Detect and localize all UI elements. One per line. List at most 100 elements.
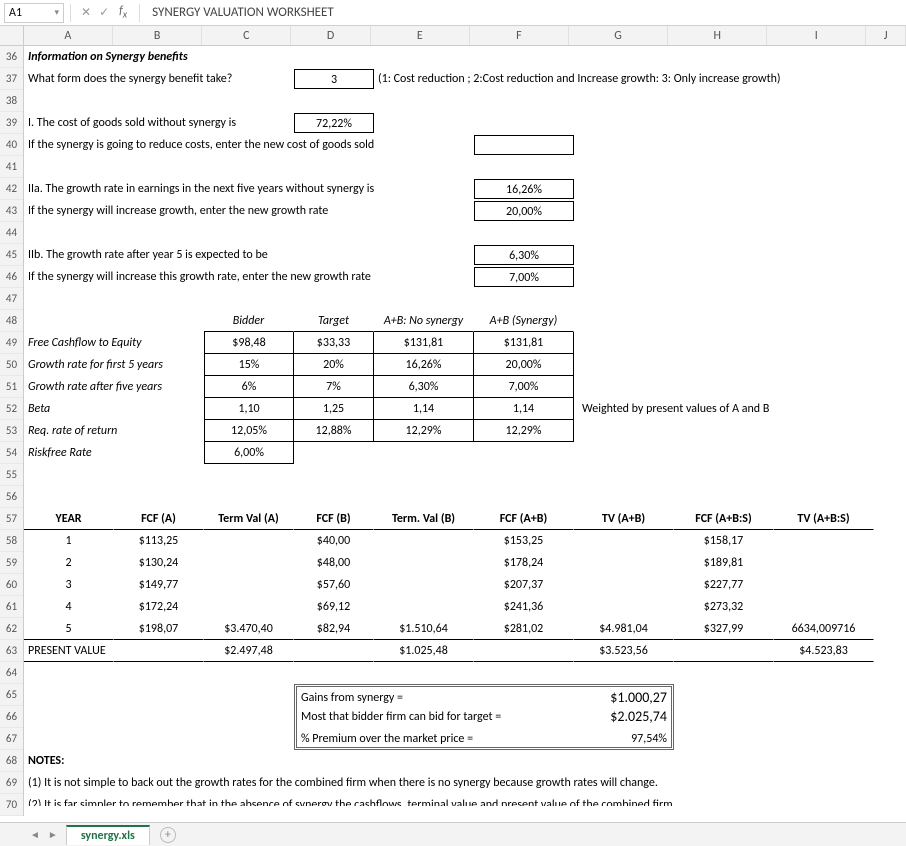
col-header[interactable]: A [24,26,113,45]
data-cell[interactable]: $198,07 [114,618,204,640]
data-cell[interactable]: $69,12 [294,596,374,618]
data-cell[interactable]: $4.981,04 [574,618,674,640]
data-cell[interactable]: 16,26% [374,354,474,376]
data-cell[interactable]: $131,81 [374,332,474,354]
row-header[interactable]: 40 [0,134,23,156]
data-cell[interactable]: 1,14 [474,398,574,420]
data-cell[interactable]: $48,00 [294,552,374,574]
data-cell[interactable]: 1,14 [374,398,474,420]
tab-nav-prev-icon[interactable]: ◄ [30,828,40,841]
row-header[interactable]: 50 [0,354,23,376]
row-header[interactable]: 67 [0,728,23,750]
row-header[interactable]: 37 [0,68,23,90]
data-cell[interactable]: $273,32 [674,596,774,618]
data-cell[interactable]: 5 [24,618,114,640]
data-cell[interactable]: 3 [24,574,114,596]
row-header[interactable]: 61 [0,596,23,618]
col-header[interactable]: J [866,26,906,45]
data-cell[interactable]: 20% [294,354,374,376]
col-header[interactable]: B [113,26,202,45]
col-header[interactable]: I [767,26,866,45]
name-box[interactable]: A1 ▾ [4,3,64,23]
data-cell[interactable]: 6% [204,376,294,398]
data-cell[interactable]: $130,24 [114,552,204,574]
select-all-corner[interactable] [0,26,24,45]
row-header[interactable]: 66 [0,706,23,728]
formula-text[interactable]: SYNERGY VALUATION WORKSHEET [146,5,902,20]
data-cell[interactable]: $158,17 [674,530,774,552]
data-cell[interactable]: $3.523,56 [574,640,674,662]
data-cell[interactable]: 1 [24,530,114,552]
data-cell[interactable]: $40,00 [294,530,374,552]
row-header[interactable]: 68 [0,750,23,772]
data-cell[interactable]: $33,33 [294,332,374,354]
data-cell[interactable]: 7% [294,376,374,398]
chevron-down-icon[interactable]: ▾ [54,7,59,18]
row-header[interactable]: 60 [0,574,23,596]
row-header[interactable]: 41 [0,156,23,178]
row-header[interactable]: 56 [0,486,23,508]
row-header[interactable]: 38 [0,90,23,112]
data-cell[interactable]: 12,29% [474,420,574,442]
row-header[interactable]: 45 [0,244,23,266]
add-sheet-icon[interactable]: + [160,827,176,843]
data-cell[interactable]: $172,24 [114,596,204,618]
row-header[interactable]: 55 [0,464,23,486]
row-header[interactable]: 46 [0,266,23,288]
data-cell[interactable]: $227,77 [674,574,774,596]
summary-value[interactable]: 97,54% [574,728,674,750]
data-cell[interactable]: 6634,009716 [774,618,874,640]
data-cell[interactable]: $131,81 [474,332,574,354]
row-header[interactable]: 47 [0,288,23,310]
row-header[interactable]: 39 [0,112,23,134]
col-header[interactable]: F [470,26,569,45]
data-cell[interactable]: $2.497,48 [204,640,294,662]
sheet-tab[interactable]: synergy.xls [66,825,150,845]
tab-nav-next-icon[interactable]: ► [48,828,58,841]
row-header[interactable]: 42 [0,178,23,200]
row-header[interactable]: 59 [0,552,23,574]
data-cell[interactable]: 20,00% [474,354,574,376]
data-cell[interactable]: $178,24 [474,552,574,574]
value-cell[interactable]: 72,22% [294,113,374,133]
row-header[interactable]: 36 [0,46,23,68]
row-header[interactable]: 44 [0,222,23,244]
data-cell[interactable]: $3.470,40 [204,618,294,640]
data-cell[interactable]: 12,88% [294,420,374,442]
data-cell[interactable]: $149,77 [114,574,204,596]
data-cell[interactable]: 15% [204,354,294,376]
data-cell[interactable]: $281,02 [474,618,574,640]
row-header[interactable]: 52 [0,398,23,420]
value-cell[interactable]: 7,00% [474,267,574,287]
row-header[interactable]: 57 [0,508,23,530]
data-cell[interactable]: $189,81 [674,552,774,574]
row-header[interactable]: 58 [0,530,23,552]
data-cell[interactable]: 6,30% [374,376,474,398]
input-cell[interactable] [474,135,574,155]
data-cell[interactable]: 1,25 [294,398,374,420]
value-cell[interactable]: 16,26% [474,179,574,199]
data-cell[interactable]: $4.523,83 [774,640,874,662]
data-cell[interactable]: 12,05% [204,420,294,442]
col-header[interactable]: D [291,26,370,45]
row-header[interactable]: 51 [0,376,23,398]
row-header[interactable]: 48 [0,310,23,332]
data-cell[interactable]: $98,48 [204,332,294,354]
confirm-icon[interactable]: ✓ [99,5,109,20]
row-header[interactable]: 49 [0,332,23,354]
data-cell[interactable]: $1.025,48 [374,640,474,662]
row-header[interactable]: 70 [0,794,23,816]
data-cell[interactable]: $82,94 [294,618,374,640]
data-cell[interactable]: 2 [24,552,114,574]
data-cell[interactable]: $327,99 [674,618,774,640]
data-cell[interactable]: 6,00% [204,442,294,464]
col-header[interactable]: G [569,26,668,45]
data-cell[interactable]: 1,10 [204,398,294,420]
row-header[interactable]: 53 [0,420,23,442]
data-cell[interactable]: $241,36 [474,596,574,618]
row-header[interactable]: 62 [0,618,23,640]
value-cell[interactable]: 6,30% [474,245,574,265]
summary-value[interactable]: $2.025,74 [574,706,674,728]
row-header[interactable]: 69 [0,772,23,794]
value-cell[interactable]: 20,00% [474,201,574,221]
